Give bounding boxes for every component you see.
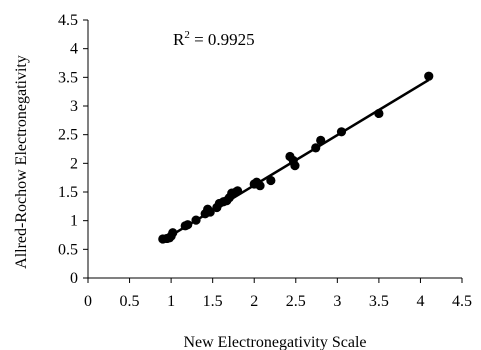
y-tick-label: 1 — [70, 213, 78, 230]
y-tick-label: 4.5 — [58, 12, 78, 29]
y-axis-label: Allred-Rochow Electronegativity — [13, 55, 30, 269]
data-point — [266, 176, 275, 185]
x-tick-label: 4 — [416, 293, 424, 310]
y-tick-label: 0.5 — [58, 241, 78, 258]
y-tick-label: 0 — [70, 270, 78, 287]
y-tick-label: 1.5 — [58, 184, 78, 201]
data-points — [158, 72, 433, 244]
data-point — [316, 136, 325, 145]
y-tick-label: 3 — [70, 98, 78, 115]
data-point — [191, 215, 200, 224]
r-squared-prefix: R — [173, 30, 185, 49]
x-tick-label: 0.5 — [120, 293, 140, 310]
data-point — [290, 161, 299, 170]
x-tick-label: 2 — [250, 293, 258, 310]
x-tick-label: 4.5 — [452, 293, 472, 310]
x-axis-label: New Electronegativity Scale — [183, 334, 366, 350]
x-tick-label: 1 — [167, 293, 175, 310]
data-point — [374, 109, 383, 118]
data-point — [424, 72, 433, 81]
data-point — [183, 220, 192, 229]
x-tick-label: 0 — [84, 293, 92, 310]
x-tick-label: 3.5 — [369, 293, 389, 310]
data-point — [168, 228, 177, 237]
data-point — [233, 186, 242, 195]
x-tick-label: 2.5 — [286, 293, 306, 310]
tick-labels: 0 0.5 1 1.5 2 2.5 3 3.5 4 4.5 0 0.5 1 1.5 2 2.5 3 3.5 4 4.5 — [58, 12, 472, 310]
y-tick-label: 2.5 — [58, 127, 78, 144]
x-tick-label: 3 — [333, 293, 341, 310]
y-tick-label: 3.5 — [58, 69, 78, 86]
data-point — [255, 181, 264, 190]
y-tick-label: 4 — [70, 41, 78, 58]
r-squared-annotation: R2 = 0.9925 — [173, 29, 255, 49]
y-tick-label: 2 — [70, 155, 78, 172]
data-point — [337, 127, 346, 136]
axes — [83, 20, 462, 283]
x-tick-label: 1.5 — [203, 293, 223, 310]
r-squared-value: = 0.9925 — [190, 30, 255, 49]
